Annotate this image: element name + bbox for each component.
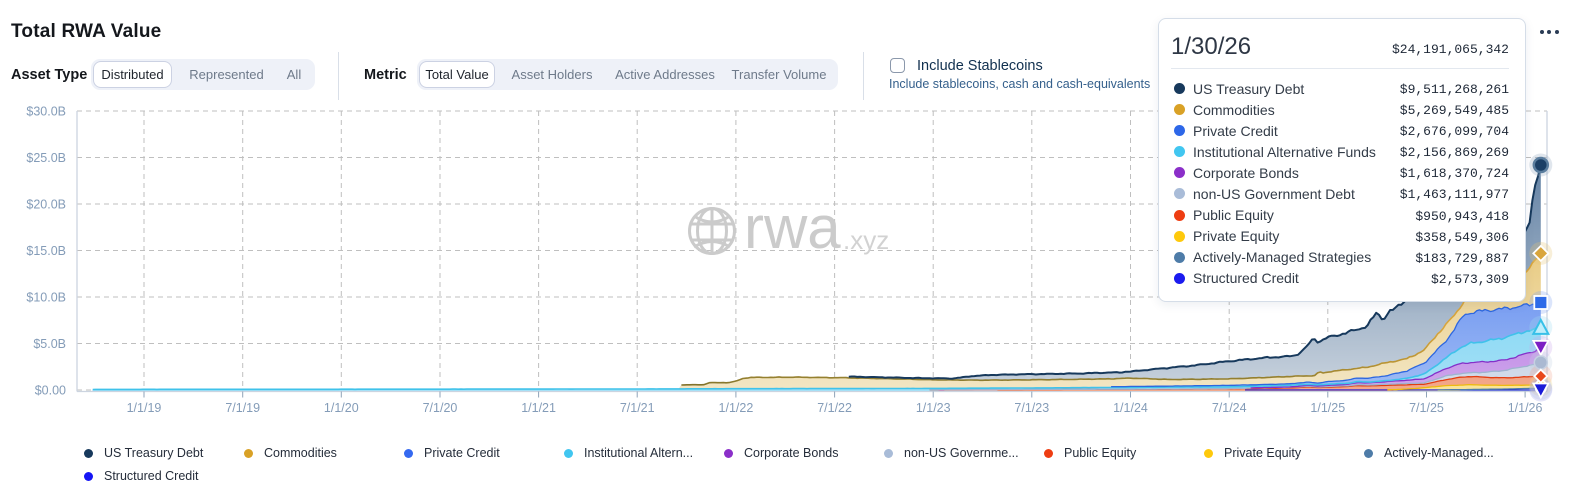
svg-text:$10.0B: $10.0B — [26, 291, 66, 305]
svg-text:1/1/24: 1/1/24 — [1113, 401, 1148, 415]
svg-text:1/1/22: 1/1/22 — [719, 401, 754, 415]
svg-text:1/1/26: 1/1/26 — [1508, 401, 1543, 415]
svg-text:.xyz: .xyz — [843, 225, 889, 255]
svg-text:1/1/23: 1/1/23 — [916, 401, 951, 415]
svg-text:$5.0B: $5.0B — [33, 337, 66, 351]
svg-text:$15.0B: $15.0B — [26, 244, 66, 258]
svg-text:1/1/20: 1/1/20 — [324, 401, 359, 415]
svg-text:$25.0B: $25.0B — [26, 151, 66, 165]
svg-text:7/1/21: 7/1/21 — [620, 401, 655, 415]
svg-text:1/1/19: 1/1/19 — [127, 401, 162, 415]
svg-text:$20.0B: $20.0B — [26, 198, 66, 212]
svg-text:$30.0B: $30.0B — [26, 105, 66, 119]
svg-text:7/1/20: 7/1/20 — [423, 401, 458, 415]
svg-text:7/1/25: 7/1/25 — [1409, 401, 1444, 415]
svg-text:7/1/22: 7/1/22 — [817, 401, 852, 415]
svg-text:1/1/21: 1/1/21 — [521, 401, 556, 415]
svg-text:1/1/25: 1/1/25 — [1310, 401, 1345, 415]
svg-text:$0.00: $0.00 — [35, 384, 66, 398]
svg-text:7/1/19: 7/1/19 — [225, 401, 260, 415]
svg-text:7/1/23: 7/1/23 — [1014, 401, 1049, 415]
svg-text:rwa: rwa — [744, 194, 841, 261]
svg-text:7/1/24: 7/1/24 — [1212, 401, 1247, 415]
